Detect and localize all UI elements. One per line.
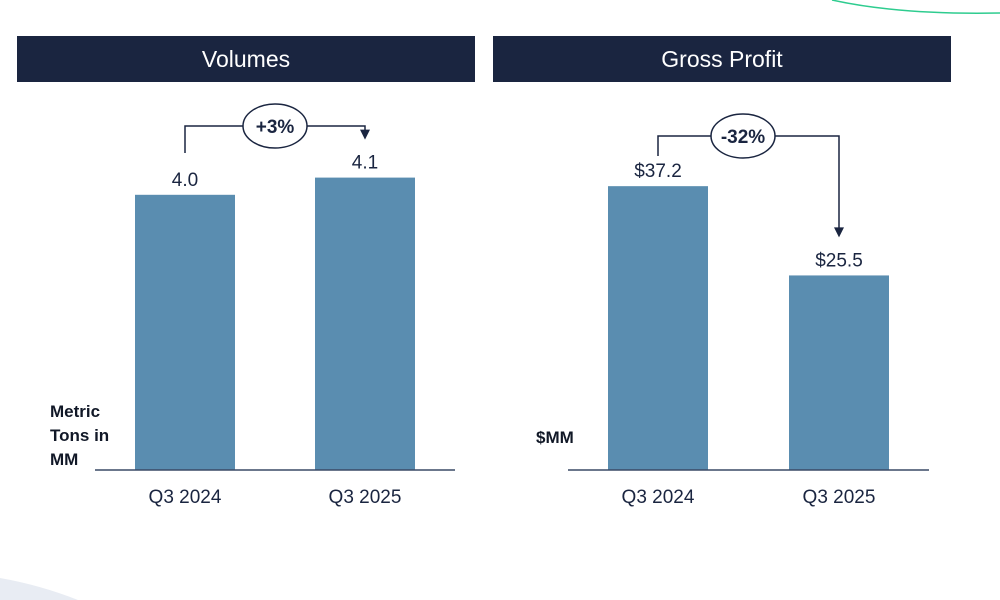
- gross-profit-y-axis-label: $MM: [536, 426, 574, 450]
- gross-profit-title: Gross Profit: [661, 45, 783, 72]
- change-badge: [710, 113, 776, 159]
- volumes-y-axis-label: Metric Tons in MM: [50, 400, 109, 472]
- bar-q3-2025: [315, 177, 415, 470]
- x-tick-label: Q3 2025: [803, 487, 876, 508]
- y-label-line: $MM: [536, 428, 574, 447]
- data-label: 4.1: [352, 153, 378, 174]
- x-tick-label: Q3 2024: [149, 487, 222, 508]
- volumes-header: Volumes: [17, 36, 475, 82]
- volumes-title: Volumes: [201, 45, 291, 72]
- gross-profit-header: Gross Profit: [493, 36, 951, 82]
- change-label: -32%: [721, 127, 765, 148]
- data-label: $37.2: [634, 161, 682, 182]
- arrow-down-icon: [834, 227, 844, 238]
- x-tick-label: Q3 2025: [329, 487, 402, 508]
- decorative-corner-shape: [0, 578, 78, 600]
- change-label: +3%: [256, 117, 295, 138]
- bar-q3-2024: [135, 194, 235, 471]
- arrow-down-icon: [360, 129, 370, 140]
- x-tick-label: Q3 2024: [622, 487, 695, 508]
- bar-q3-2024: [608, 186, 708, 470]
- y-label-line: MM: [50, 450, 79, 469]
- decorative-accent-curve: [831, 0, 1000, 14]
- y-label-line: Metric: [50, 402, 101, 421]
- data-label: $25.5: [815, 250, 863, 271]
- data-label: 4.0: [172, 170, 198, 191]
- y-label-line: Tons in: [50, 426, 110, 445]
- bar-q3-2025: [789, 275, 889, 470]
- change-badge: [242, 103, 308, 149]
